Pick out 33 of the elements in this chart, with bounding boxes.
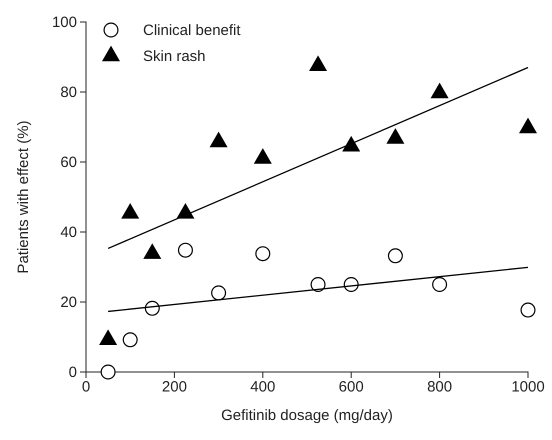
y-tick-label: 40 — [60, 224, 77, 241]
x-axis-title: Gefitinib dosage (mg/day) — [221, 407, 393, 424]
point — [255, 246, 270, 262]
point — [388, 248, 403, 264]
y-tick-label: 20 — [60, 294, 77, 311]
point — [432, 277, 448, 292]
point — [254, 148, 272, 164]
point — [122, 204, 139, 219]
point — [520, 302, 536, 318]
point — [100, 364, 116, 380]
x-tick-label: 800 — [427, 378, 452, 396]
point — [519, 118, 537, 134]
point — [386, 128, 404, 144]
y-tick-label: 80 — [60, 84, 77, 101]
x-tick-label: 0 — [82, 378, 90, 396]
x-tick-label: 1000 — [511, 378, 545, 396]
x-tick-label: 400 — [250, 378, 276, 396]
point — [310, 277, 326, 292]
legend-label: Clinical benefit — [143, 22, 242, 39]
point — [342, 136, 360, 152]
point — [178, 242, 193, 258]
legend-label: Skin rash — [143, 48, 206, 65]
x-tick-label: 200 — [162, 378, 187, 396]
point — [431, 83, 448, 98]
y-tick-label: 0 — [68, 364, 77, 381]
point — [122, 332, 138, 348]
y-tick-label: 100 — [52, 14, 77, 31]
point — [211, 285, 226, 300]
x-tick-label: 600 — [338, 378, 364, 396]
y-tick-label: 60 — [60, 154, 77, 171]
y-axis-title: Patients with effect (%) — [15, 120, 32, 274]
point — [210, 132, 228, 148]
point — [309, 56, 327, 71]
